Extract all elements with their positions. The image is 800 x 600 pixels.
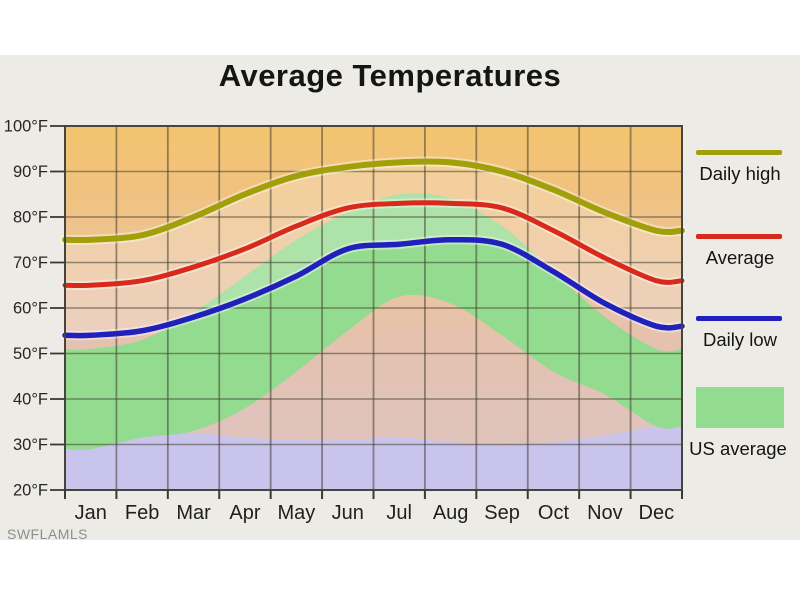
legend-average-label: Average bbox=[705, 247, 775, 268]
svg-text:70°F: 70°F bbox=[13, 254, 48, 272]
svg-text:Feb: Feb bbox=[125, 502, 159, 524]
svg-text:40°F: 40°F bbox=[13, 391, 48, 409]
watermark-swflamls: SWFLAMLS bbox=[7, 526, 89, 542]
svg-text:80°F: 80°F bbox=[13, 209, 48, 227]
svg-text:Jun: Jun bbox=[332, 502, 364, 524]
legend-daily-high-line-swatch bbox=[696, 150, 782, 155]
legend-us-average-box-swatch bbox=[696, 387, 784, 428]
svg-text:Jul: Jul bbox=[386, 502, 412, 524]
svg-text:Dec: Dec bbox=[639, 502, 675, 524]
legend-daily-low-label: Daily low bbox=[702, 329, 778, 350]
chart-title: Average Temperatures bbox=[218, 58, 562, 93]
svg-text:May: May bbox=[277, 502, 315, 524]
svg-text:30°F: 30°F bbox=[13, 436, 48, 454]
svg-text:Nov: Nov bbox=[587, 502, 623, 524]
legend-average-line-swatch bbox=[696, 234, 782, 239]
svg-text:20°F: 20°F bbox=[13, 482, 48, 500]
svg-text:90°F: 90°F bbox=[13, 163, 48, 181]
svg-text:Aug: Aug bbox=[433, 502, 469, 524]
legend-daily-low-line-swatch bbox=[696, 316, 782, 321]
legend-daily-high-label: Daily high bbox=[699, 163, 781, 184]
svg-text:Oct: Oct bbox=[538, 502, 570, 524]
svg-text:60°F: 60°F bbox=[13, 300, 48, 318]
svg-text:Apr: Apr bbox=[229, 502, 260, 524]
legend-us-average-label: US average bbox=[689, 438, 787, 459]
svg-text:100°F: 100°F bbox=[4, 118, 48, 136]
svg-text:Sep: Sep bbox=[484, 502, 520, 524]
svg-text:50°F: 50°F bbox=[13, 345, 48, 363]
svg-text:Mar: Mar bbox=[176, 502, 211, 524]
svg-text:Jan: Jan bbox=[75, 502, 107, 524]
